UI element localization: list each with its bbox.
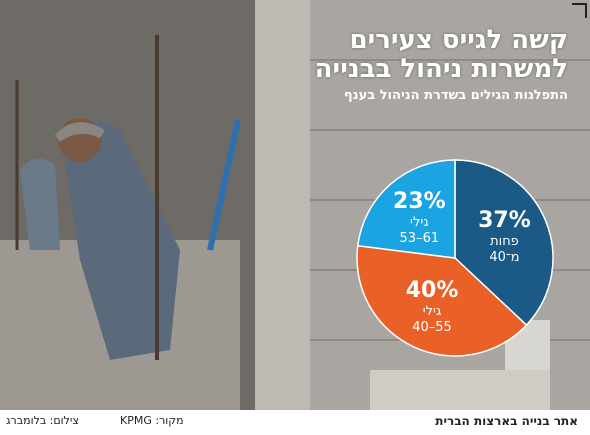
value-label: 37% — [478, 207, 531, 233]
slice-label: 23% גילי 61–53 — [393, 189, 446, 247]
category-label: גילי 61–53 — [399, 214, 440, 246]
photo-credit: צילום: בלומברג — [6, 414, 79, 427]
category-label: פחות מ־40 — [489, 233, 520, 265]
value-label: 40% — [405, 277, 459, 303]
category-label: גילי 55–40 — [412, 303, 452, 335]
slice-label: 37% פחות מ־40 — [478, 208, 531, 266]
chart-title: קשה לגייס צעירים למשרות ניהול בבנייה — [314, 25, 568, 84]
source: מקור: KPMG — [120, 414, 184, 427]
caption: אתר בנייה בארצות הברית — [435, 414, 578, 428]
pie-slice — [356, 244, 528, 357]
slice-label: 40% גילי 55–40 — [406, 278, 459, 336]
pie-slice — [454, 159, 554, 327]
pie-slice — [356, 159, 456, 259]
chart-subtitle: התפלגות הגילים בשדרת הניהול בענף — [343, 88, 568, 103]
value-label: 23% — [393, 188, 446, 214]
